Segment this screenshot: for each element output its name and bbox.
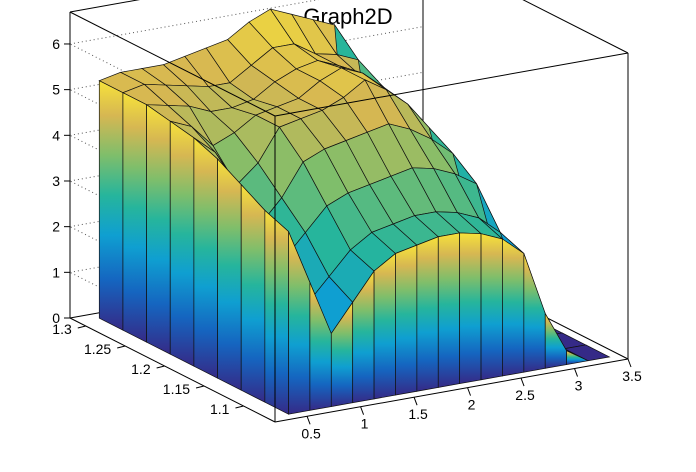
y-tick bbox=[117, 345, 126, 349]
surface-skirt bbox=[566, 350, 590, 365]
surface-skirt bbox=[98, 80, 124, 331]
surface-skirt bbox=[395, 244, 418, 396]
z-tick-label: 5 bbox=[52, 82, 60, 98]
y-tick bbox=[235, 405, 244, 409]
x-tick-label: 3 bbox=[575, 378, 583, 394]
surface-skirt bbox=[240, 183, 266, 403]
x-tick bbox=[467, 387, 472, 396]
surface-skirt bbox=[169, 120, 195, 367]
x-tick bbox=[413, 397, 418, 406]
x-tick bbox=[627, 358, 632, 368]
z-tick-label: 3 bbox=[52, 173, 60, 189]
y-tick bbox=[77, 325, 86, 329]
x-tick bbox=[574, 368, 578, 377]
x-tick bbox=[360, 406, 365, 415]
y-tick bbox=[195, 385, 205, 389]
y-tick-label: 1.2 bbox=[131, 361, 151, 377]
y-tick bbox=[156, 365, 165, 369]
surface-skirt bbox=[146, 104, 171, 355]
y-tick-label: 1.15 bbox=[163, 381, 190, 397]
z-tick-label: 6 bbox=[52, 36, 60, 52]
surface-skirt bbox=[373, 252, 396, 400]
x-tick bbox=[306, 416, 311, 425]
box-edge bbox=[274, 52, 629, 117]
x-tick-label: 1 bbox=[361, 416, 369, 432]
z-tick-label: 4 bbox=[52, 127, 60, 143]
x-tick-label: 2.5 bbox=[515, 387, 535, 403]
surface-skirt bbox=[416, 236, 439, 392]
surface-mesh bbox=[98, 8, 611, 415]
box-edge bbox=[69, 11, 276, 117]
x-tick-label: 1.5 bbox=[408, 406, 428, 422]
surface-skirt bbox=[523, 253, 546, 373]
y-tick-label: 1.1 bbox=[210, 401, 230, 417]
box-edge bbox=[69, 317, 276, 423]
z-tick-label: 0 bbox=[52, 310, 60, 326]
box-edge bbox=[274, 358, 629, 423]
x-tick-label: 3.5 bbox=[622, 368, 642, 384]
z-tick-label: 1 bbox=[52, 264, 60, 280]
surface-skirt bbox=[193, 137, 218, 379]
z-tick-label: 2 bbox=[52, 219, 60, 235]
box-edge bbox=[69, 0, 141, 13]
axis-ticks: 0 1 2 3 4 5 6 1.1 1.15 1.2 1.25 1.3 0.5 1 1.5 2 2.5 3 3.5 bbox=[52, 36, 642, 441]
x-tick-label: 0.5 bbox=[301, 425, 321, 441]
surface-skirt bbox=[502, 238, 525, 377]
surface-skirt bbox=[437, 232, 461, 388]
surface-skirt bbox=[264, 209, 289, 415]
plot-box-front bbox=[69, 0, 629, 422]
surface-skirt bbox=[459, 232, 482, 385]
y-tick-label: 1.3 bbox=[52, 321, 72, 337]
surface-skirt bbox=[217, 158, 242, 391]
x-tick bbox=[520, 377, 525, 387]
y-tick-label: 1.25 bbox=[84, 341, 111, 357]
box-edge bbox=[522, 0, 629, 54]
surface-skirt bbox=[122, 92, 147, 343]
surface-skirt bbox=[480, 233, 503, 381]
x-tick-label: 2 bbox=[468, 397, 476, 413]
